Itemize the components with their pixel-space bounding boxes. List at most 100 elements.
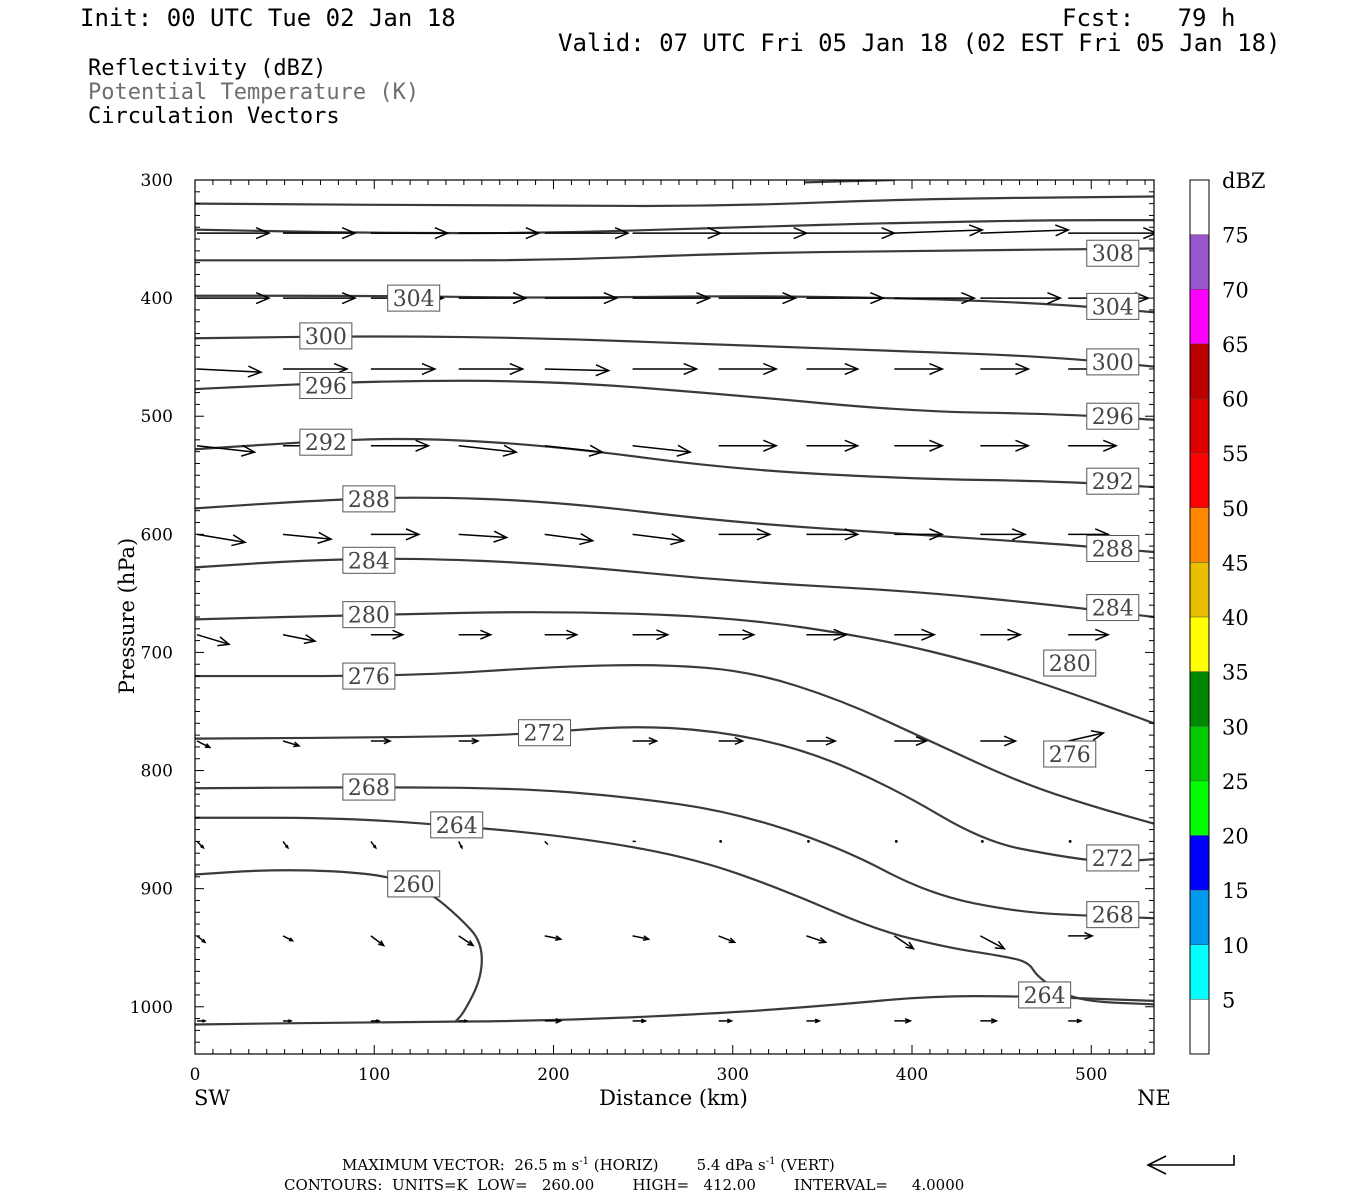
colorbar-label: 75 bbox=[1222, 224, 1249, 248]
vector-shaft bbox=[979, 935, 1005, 950]
contour-label-308: 308 bbox=[1086, 239, 1140, 267]
contour-label-text: 264 bbox=[1024, 984, 1066, 1009]
vector-head bbox=[929, 528, 945, 541]
vector-arrow bbox=[370, 362, 437, 376]
contour-surface bbox=[195, 995, 1154, 1026]
vector-arrow bbox=[458, 737, 480, 745]
contour-268 bbox=[195, 786, 1154, 920]
contour-label-box bbox=[1086, 292, 1140, 320]
vector-arrow bbox=[632, 629, 670, 641]
vector-shaft bbox=[632, 533, 684, 542]
y-tick-label: 400 bbox=[141, 289, 173, 309]
vector-arrow bbox=[282, 633, 317, 645]
vector-head bbox=[640, 1018, 648, 1024]
vector-head bbox=[814, 1018, 822, 1024]
contour-label-text: 300 bbox=[305, 325, 347, 350]
vector-head bbox=[1007, 628, 1023, 641]
vector-shaft bbox=[196, 740, 211, 749]
colorbar-segment bbox=[1190, 617, 1209, 672]
vector-head bbox=[231, 534, 247, 547]
vector-head bbox=[293, 741, 301, 748]
vector-head bbox=[555, 935, 563, 941]
vector-head bbox=[1142, 227, 1154, 240]
vector-arrow bbox=[894, 528, 945, 541]
forecast-hour-label: Fcst: 79 h bbox=[1062, 4, 1236, 32]
vector-arrow bbox=[980, 439, 1031, 452]
contour-label-280: 280 bbox=[342, 601, 396, 629]
vector-head bbox=[968, 224, 985, 237]
colorbar-segment bbox=[1190, 780, 1209, 836]
field-reflectivity-label: Reflectivity (dBZ) bbox=[88, 56, 327, 81]
contour-label-box bbox=[430, 811, 484, 839]
contour-label-296: 296 bbox=[1086, 402, 1140, 430]
contour-label-260: 260 bbox=[387, 870, 441, 898]
vector-head bbox=[459, 845, 463, 850]
vector-head bbox=[247, 365, 263, 378]
vector-head bbox=[1047, 291, 1063, 305]
vector-arrow bbox=[1068, 730, 1106, 742]
contour-label-304: 304 bbox=[1086, 292, 1140, 320]
contour-label-text: 264 bbox=[436, 814, 478, 839]
colorbar-title: dBZ bbox=[1222, 169, 1265, 193]
vector-arrow bbox=[1068, 931, 1095, 940]
x-axis-title: Distance (km) bbox=[599, 1086, 748, 1110]
vector-shaft bbox=[282, 740, 300, 747]
contour-label-text: 272 bbox=[524, 722, 566, 747]
vector-shaft bbox=[196, 633, 230, 646]
vector-arrow bbox=[370, 935, 386, 947]
contour-label-288: 288 bbox=[1086, 534, 1140, 562]
contour-label-box bbox=[1086, 594, 1140, 622]
contour-label-box bbox=[518, 719, 572, 747]
theta-contours bbox=[195, 180, 1154, 1026]
contour-label-box bbox=[1086, 239, 1140, 267]
contour-label-text: 288 bbox=[1092, 537, 1134, 562]
vector-head bbox=[683, 362, 699, 376]
contour-label-text: 276 bbox=[348, 665, 390, 690]
x-tick-label: 300 bbox=[717, 1065, 749, 1085]
vector-arrow bbox=[1068, 840, 1072, 843]
vector-head bbox=[240, 444, 257, 457]
contour-label-box bbox=[1086, 844, 1140, 872]
colorbar-segment bbox=[1190, 562, 1209, 617]
ne-end-label: NE bbox=[1137, 1086, 1171, 1110]
vector-head bbox=[763, 439, 779, 452]
vector-arrow bbox=[544, 444, 605, 457]
vector-head bbox=[255, 291, 271, 305]
vector-arrow bbox=[632, 291, 712, 305]
colorbar-segment bbox=[1190, 453, 1209, 508]
contour-label-280: 280 bbox=[1043, 649, 1097, 677]
vector-arrow bbox=[196, 533, 247, 547]
vector-shaft bbox=[544, 533, 593, 542]
vector-shaft bbox=[806, 935, 826, 944]
vector-head bbox=[471, 737, 480, 745]
vector-arrow bbox=[544, 840, 549, 846]
vector-head bbox=[742, 629, 756, 641]
contour-label-box bbox=[342, 601, 396, 629]
vector-head bbox=[217, 636, 231, 647]
vector-head bbox=[961, 291, 977, 305]
vector-arrow bbox=[980, 1018, 999, 1024]
vector-arrow bbox=[632, 533, 686, 546]
vector-head bbox=[696, 291, 712, 305]
vector-arrow bbox=[544, 364, 611, 377]
vector-arrow bbox=[544, 532, 595, 546]
vector-arrow bbox=[282, 840, 289, 850]
vector-arrow bbox=[196, 840, 205, 850]
vector-head bbox=[502, 444, 519, 457]
vector-arrow bbox=[196, 633, 231, 647]
y-tick-label: 900 bbox=[141, 880, 173, 900]
x-tick-label: 100 bbox=[358, 1065, 390, 1085]
vector-arrow bbox=[632, 1018, 648, 1024]
vector-head bbox=[825, 736, 838, 746]
colorbar-label: 20 bbox=[1222, 825, 1249, 849]
vector-arrow bbox=[894, 628, 937, 641]
vector-shaft bbox=[894, 229, 983, 234]
colorbar-label: 40 bbox=[1222, 606, 1249, 630]
vector-arrow bbox=[980, 528, 1028, 541]
vector-head bbox=[994, 940, 1007, 950]
vector-arrow bbox=[458, 629, 493, 640]
contour-label-272: 272 bbox=[1086, 844, 1140, 872]
vector-head bbox=[201, 938, 207, 944]
vector-head bbox=[509, 362, 525, 376]
colorbar-label: 5 bbox=[1222, 988, 1235, 1012]
